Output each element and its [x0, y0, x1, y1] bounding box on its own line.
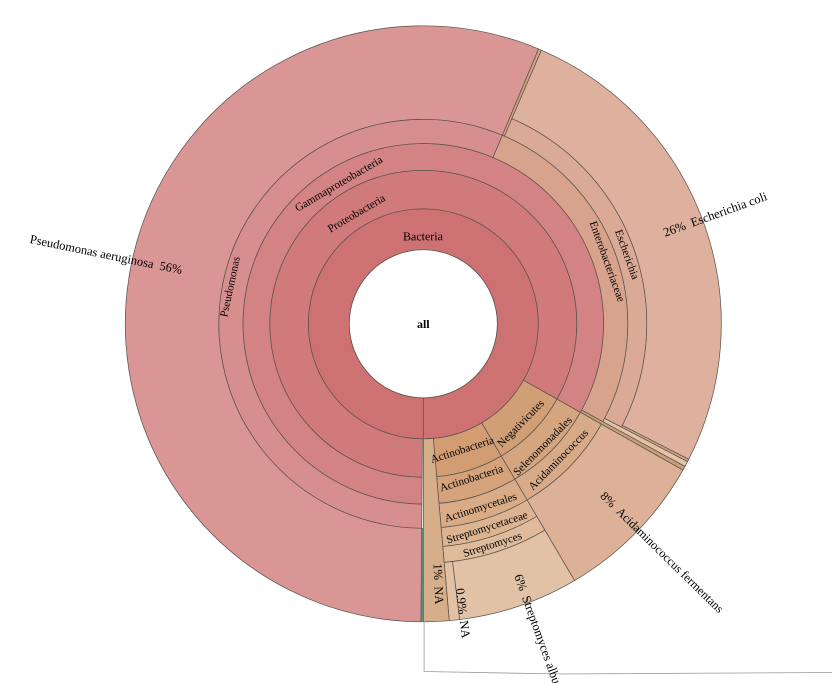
svg-text:Bacteria: Bacteria: [403, 229, 444, 243]
svg-text:8% Acidaminococcus fermentans: 8% Acidaminococcus fermentans: [598, 489, 727, 616]
svg-text:1% NA: 1% NA: [431, 563, 447, 605]
svg-text:0.9% NA: 0.9% NA: [453, 587, 473, 639]
svg-text:all: all: [417, 317, 430, 331]
